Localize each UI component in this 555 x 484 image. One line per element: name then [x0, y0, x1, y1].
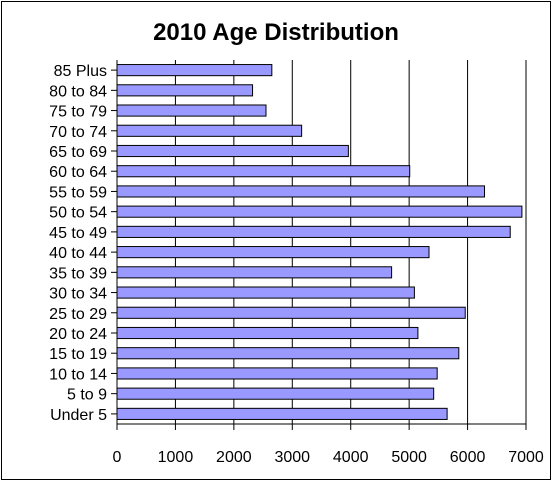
value-tick-labels: 0 1000 2000 3000 4000 5000 6000 7000 [113, 449, 544, 466]
bar [116, 225, 511, 238]
gridlines [174, 60, 527, 424]
category-label: 35 to 39 [49, 265, 107, 282]
bar [116, 367, 438, 380]
bar [116, 286, 415, 299]
bar [116, 165, 411, 178]
bar [116, 306, 466, 319]
category-label: 75 to 79 [49, 104, 107, 121]
category-label: 40 to 44 [49, 245, 107, 262]
bar [116, 326, 419, 340]
bar [116, 205, 523, 218]
category-label: 55 to 59 [49, 184, 107, 201]
axes [111, 60, 527, 430]
bar [116, 144, 349, 158]
category-label: 50 to 54 [49, 205, 107, 222]
x-tick-label: 3000 [274, 449, 310, 466]
bar [116, 185, 486, 198]
x-tick-label: 4000 [333, 449, 369, 466]
category-label: 10 to 14 [49, 366, 107, 383]
category-labels: Under 5 5 to 9 10 to 14 15 to 19 20 to 24 25 … [49, 63, 107, 424]
bar [116, 407, 448, 420]
bar [116, 64, 273, 77]
category-label: 20 to 24 [49, 326, 107, 343]
x-tick-label: 5000 [391, 449, 427, 466]
category-label: 5 to 9 [67, 387, 107, 404]
bar [116, 104, 267, 117]
bar [116, 84, 254, 97]
chart-title: 2010 Age Distribution [153, 19, 399, 46]
category-label: 65 to 69 [49, 144, 107, 161]
category-label: 80 to 84 [49, 83, 107, 100]
bar [116, 347, 460, 360]
x-tick-label: 6000 [450, 449, 486, 466]
x-tick-label: 7000 [508, 449, 544, 466]
bar [116, 124, 303, 137]
category-label: 25 to 29 [49, 306, 107, 323]
category-label: 15 to 19 [49, 346, 107, 363]
category-label: 85 Plus [54, 63, 107, 80]
bar [116, 266, 393, 279]
category-label: Under 5 [50, 407, 107, 424]
category-label: 45 to 49 [49, 225, 107, 242]
x-tick-label: 0 [113, 449, 122, 466]
bars [116, 64, 523, 420]
category-label: 30 to 34 [49, 286, 107, 303]
category-label: 70 to 74 [49, 124, 107, 141]
x-tick-label: 1000 [158, 449, 194, 466]
x-tick-label: 2000 [216, 449, 252, 466]
bar [116, 387, 435, 400]
category-label: 60 to 64 [49, 164, 107, 181]
bar [116, 246, 430, 259]
